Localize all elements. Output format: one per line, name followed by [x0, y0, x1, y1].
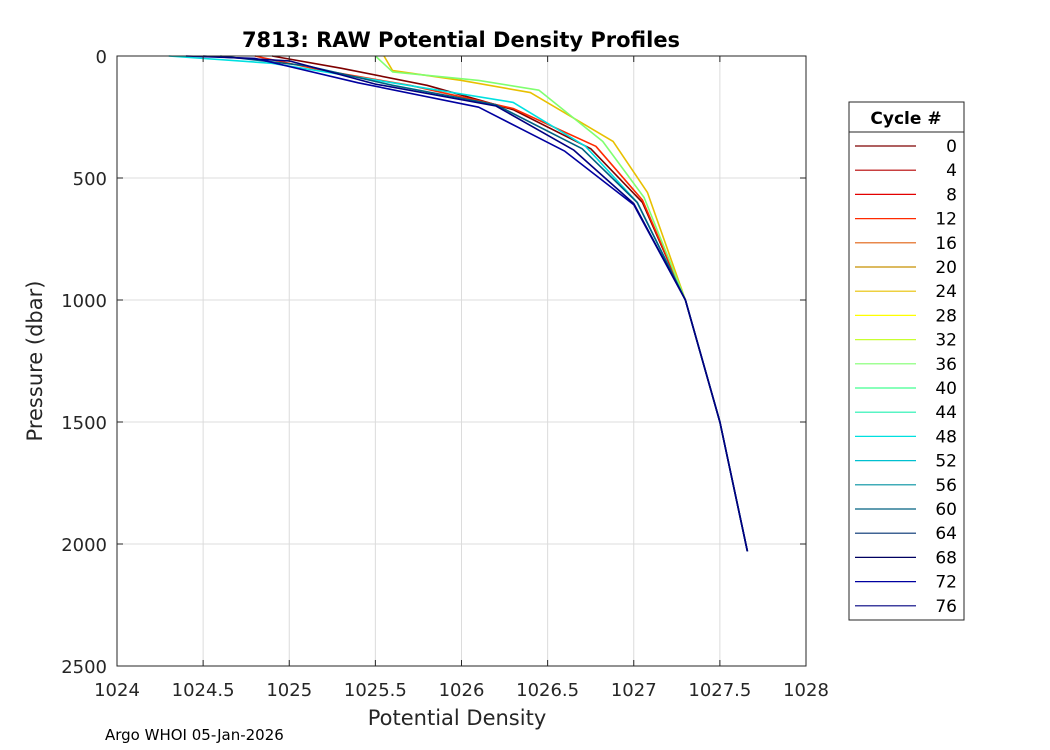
legend-label-24: 24	[935, 282, 957, 302]
y-tick-label: 2500	[61, 657, 107, 678]
legend-label-4: 4	[946, 161, 957, 181]
legend-label-52: 52	[935, 452, 957, 472]
x-tick-label: 1026	[439, 680, 485, 701]
legend-label-56: 56	[935, 476, 957, 496]
legend-label-8: 8	[946, 185, 957, 205]
axis-ticks: 1024 1024.5 1025 1025.5 1026 1026.5 1027 1027.5…	[61, 47, 829, 701]
x-tick-label: 1026.5	[516, 680, 579, 701]
legend-label-16: 16	[935, 234, 957, 254]
footer-credit: Argo WHOI 05-Jan-2026	[105, 726, 284, 744]
y-axis-label: Pressure (dbar)	[23, 281, 47, 442]
legend-label-64: 64	[935, 524, 957, 544]
legend-label-32: 32	[935, 331, 957, 351]
x-tick-label: 1028	[783, 680, 829, 701]
legend-label-60: 60	[935, 500, 957, 520]
x-tick-label: 1025.5	[344, 680, 407, 701]
y-tick-label: 0	[96, 47, 107, 68]
legend-label-28: 28	[935, 306, 957, 326]
legend-label-20: 20	[935, 258, 957, 278]
grid	[116, 55, 807, 667]
y-tick-label: 2000	[61, 535, 107, 556]
y-tick-label: 1000	[61, 291, 107, 312]
x-tick-label: 1024	[94, 680, 140, 701]
x-tick-label: 1025	[266, 680, 312, 701]
legend-label-44: 44	[935, 403, 957, 423]
x-axis-label: Potential Density	[368, 706, 547, 730]
x-tick-label: 1027	[611, 680, 657, 701]
legend: Cycle # 04812162024283236404448525660646…	[848, 101, 965, 621]
legend-label-36: 36	[935, 355, 957, 375]
y-tick-label: 1500	[61, 413, 107, 434]
legend-title: Cycle #	[870, 109, 941, 129]
legend-label-40: 40	[935, 379, 957, 399]
legend-label-76: 76	[935, 597, 957, 617]
legend-label-68: 68	[935, 548, 957, 568]
x-tick-label: 1027.5	[688, 680, 751, 701]
profile-lines	[168, 55, 749, 552]
legend-label-0: 0	[946, 137, 957, 157]
legend-label-48: 48	[935, 427, 957, 447]
legend-label-12: 12	[935, 210, 957, 230]
chart-title: 7813: RAW Potential Density Profiles	[242, 28, 680, 52]
y-tick-label: 500	[73, 169, 107, 190]
profile-line-cycle-76	[203, 55, 749, 552]
x-tick-label: 1024.5	[172, 680, 235, 701]
legend-label-72: 72	[935, 573, 957, 593]
